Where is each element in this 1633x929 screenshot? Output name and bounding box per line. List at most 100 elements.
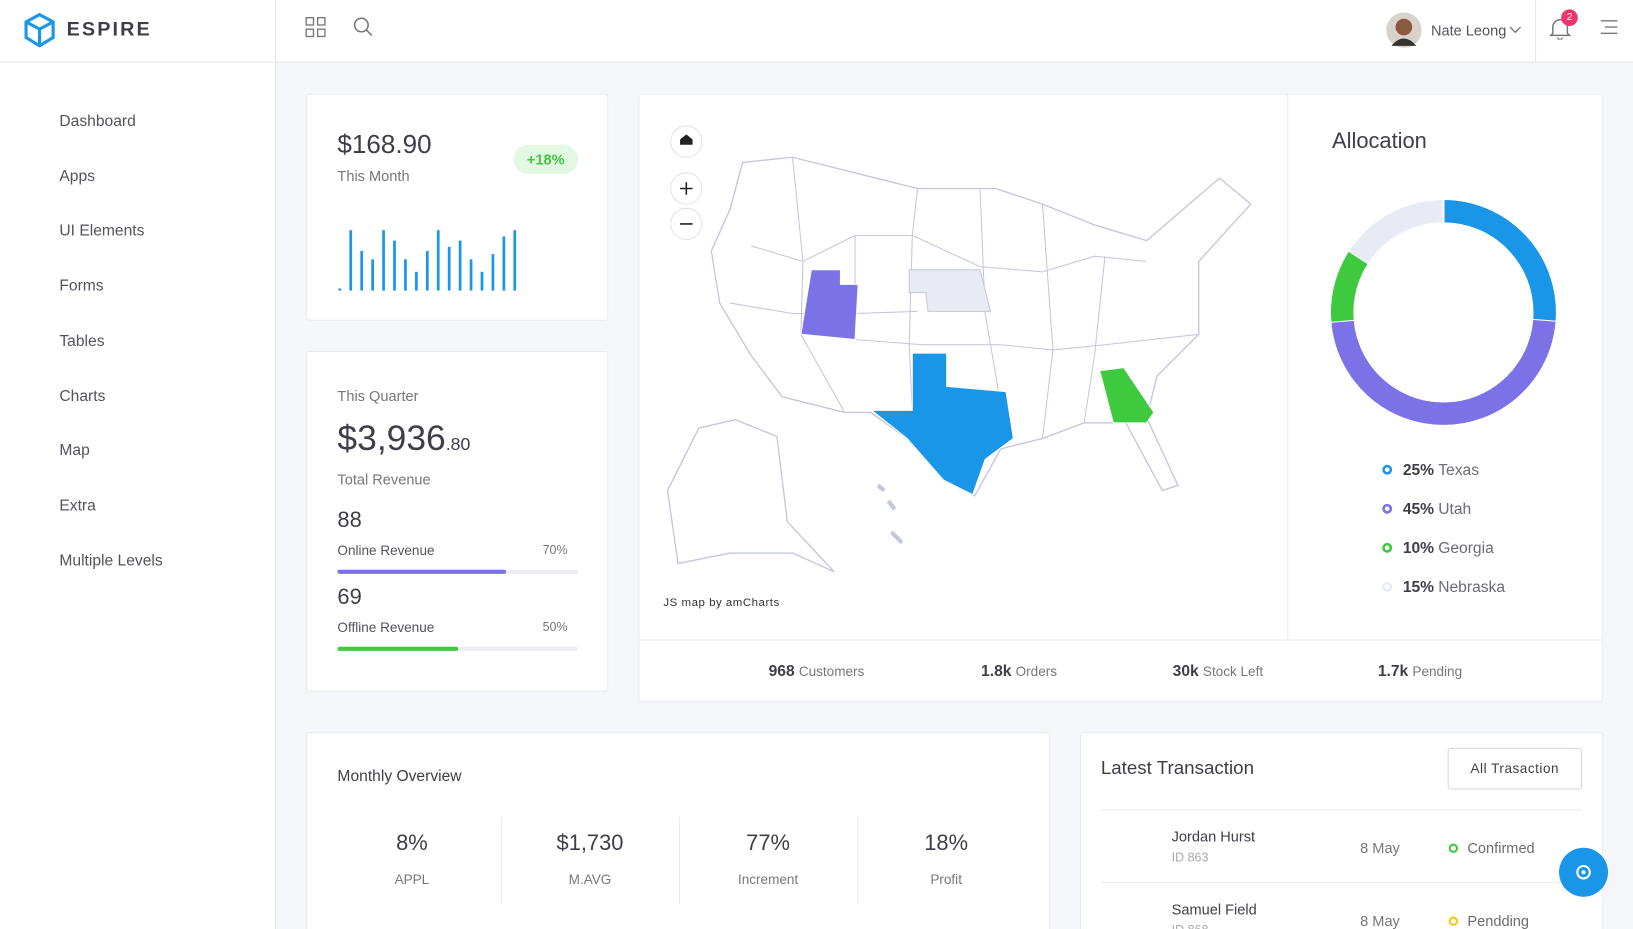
name: Jordan Hurst [1171,827,1256,845]
bar [436,230,440,291]
stat-value: 1.8k [981,662,1012,681]
item-percent: 70% [542,542,568,558]
item-label: Offline Revenue [337,619,435,636]
user-name[interactable]: Nate Leong [1430,21,1507,39]
amount: $3,936.80 [337,419,470,460]
nav-item[interactable]: Dashboard [0,100,275,142]
nav-item[interactable]: Map [0,429,275,471]
nav-label: Multiple Levels [59,551,163,570]
donut-hole-edge [1353,222,1534,403]
donut-chart: 25% Texas 45% Utah 10% Georgia 15% Nebraska [1322,191,1565,596]
stat-label: Orders [1015,663,1058,680]
nav-item[interactable]: Apps [0,155,275,197]
date: 8 May [1360,912,1400,929]
all-transaction-button[interactable]: All Trasaction [1447,747,1582,790]
card-title: Monthly Overview [337,767,462,786]
legend-marker [1382,464,1393,475]
divider [639,639,1602,641]
map-credit: JS map by amCharts [663,596,780,610]
stat-value: 30k [1172,662,1199,681]
bar [360,250,364,291]
stat-label: Stock Left [1202,663,1264,680]
bar [513,230,517,291]
bar [480,271,484,291]
divider [679,816,681,905]
id: ID 868 [1172,923,1209,929]
overview-value: $1,730 [556,831,624,856]
nav-label: Extra [59,496,96,515]
bar [382,230,385,291]
us-map [666,125,1252,573]
overview-label: M.AVG [568,871,612,888]
nav-item[interactable]: Forms [0,265,275,307]
overview-value: 77% [746,831,790,856]
overview-label: APPL [394,871,430,888]
state-utah[interactable] [800,269,859,341]
nav-label: Tables [59,332,105,350]
nav-label: Charts [59,386,106,405]
donut-slice [1330,250,1369,322]
stat-value: 1.7k [1377,662,1409,681]
item-value: 69 [337,585,362,610]
map-card: JS map by amCharts Allocation 25% Texas 45… [638,93,1603,702]
nav-label: Apps [59,167,95,186]
search-icon[interactable] [353,17,374,38]
legend-value: 10% [1403,540,1434,557]
header: Nate Leong 2 [275,0,1633,63]
menu-icon[interactable] [1599,19,1620,36]
amount-cents: .80 [445,434,471,455]
logo [24,12,55,48]
overview-label: Increment [737,871,799,888]
legend-label: Utah [1438,501,1471,518]
slice-gap [1443,311,1565,324]
state-texas[interactable] [870,352,1014,496]
progress-bar [337,646,458,651]
bar [425,250,429,291]
chat-button[interactable] [1559,847,1608,897]
plus-icon [680,182,693,195]
bar [458,240,462,291]
nav-item[interactable]: Multiple Levels [0,539,275,581]
mini-bar-chart [338,230,517,291]
legend-marker [1382,503,1393,514]
subtitle: Total Revenue [337,470,431,488]
nav-label: Dashboard [59,112,136,131]
bar [338,288,342,291]
caret [1509,26,1521,34]
stat-value: 968 [768,662,795,681]
stat-label: Customers [798,663,865,680]
stat-label: Pending [1412,663,1463,680]
nav-item[interactable]: Extra [0,484,275,526]
alaska [666,419,835,573]
avatar[interactable] [1386,12,1422,48]
nav-item[interactable]: Tables [0,320,275,362]
grid-icon[interactable] [305,17,326,38]
divider [1100,882,1582,884]
bar [491,254,495,291]
legend-value: 15% [1403,579,1434,596]
donut-slice [1443,199,1556,322]
bar [349,230,353,291]
id: ID 863 [1171,849,1209,865]
state-georgia[interactable] [1099,367,1155,424]
item-value: 88 [337,508,362,533]
nav-item[interactable]: Charts [0,374,275,416]
state-nebraska[interactable] [908,269,992,312]
sidebar: ESPIRE Dashboard Apps UI Elements Forms Tabl… [0,0,276,929]
change-badge: +18% [513,144,579,174]
chart-title: Allocation [1332,129,1427,154]
nav-label: Map [59,441,90,460]
status: Confirmed [1467,839,1535,857]
legend-marker [1382,542,1393,553]
bar [393,240,396,291]
progress-bar [337,569,506,574]
label: This Month [337,167,410,185]
nav-item[interactable]: UI Elements [0,210,275,252]
transactions: Latest Transaction All Trasaction Jordan… [1079,732,1603,929]
divider [857,816,859,905]
name: Samuel Field [1171,900,1257,918]
notification-badge: 2 [1561,9,1578,27]
progress-track [337,646,579,651]
donut-slice [1349,199,1444,264]
